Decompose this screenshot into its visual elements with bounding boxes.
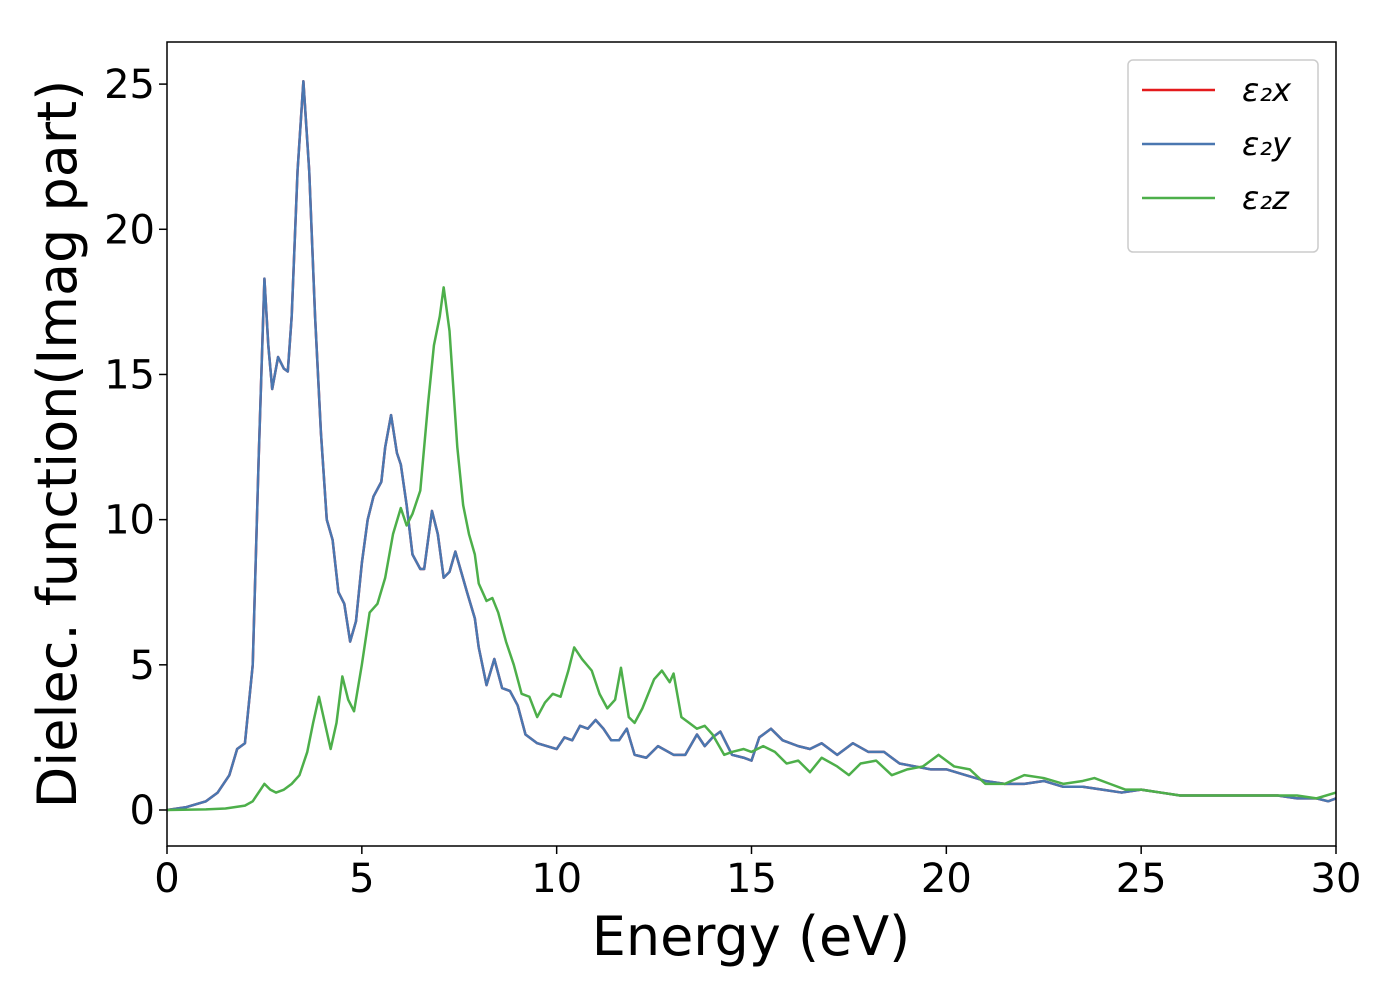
x-tick-label: 30: [1311, 856, 1362, 902]
y-tick-label: 20: [104, 207, 155, 253]
plot-frame: [166, 41, 1337, 847]
x-tick-label: 5: [349, 856, 374, 902]
y-tick-label: 15: [104, 352, 155, 398]
y-tick-label: 5: [130, 643, 155, 689]
x-tick-label: 10: [531, 856, 582, 902]
legend-box: [1127, 59, 1319, 253]
y-axis-label: Dielec. function(Imag part): [26, 80, 89, 809]
y-tick-label: 10: [104, 498, 155, 544]
y-tick-label: 0: [130, 788, 155, 834]
legend-label: ε₂z: [1242, 179, 1290, 217]
x-tick-label: 25: [1116, 856, 1167, 902]
legend-label: ε₂y: [1242, 125, 1292, 163]
y-tick-label: 25: [104, 62, 155, 108]
x-axis-label: Energy (eV): [592, 905, 911, 968]
x-tick-label: 20: [921, 856, 972, 902]
x-tick-label: 15: [726, 856, 777, 902]
legend-label: ε₂x: [1242, 71, 1292, 109]
series-line: [167, 286, 1336, 812]
x-tick-label: 0: [154, 856, 179, 902]
series-line: [167, 79, 1336, 812]
